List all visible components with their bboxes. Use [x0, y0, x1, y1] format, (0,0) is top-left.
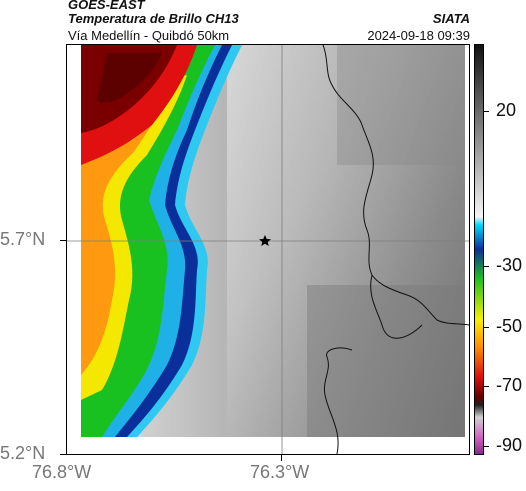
satellite-name: GOES-EAST	[68, 0, 145, 12]
lon-label-76-3: 76.3°W	[250, 462, 310, 482]
route-subtitle: Vía Medellín - Quibdó 50km	[68, 28, 230, 43]
lat-label-5-2: 5.2°N	[0, 443, 46, 463]
brand-label: SIATA	[432, 11, 470, 26]
star-icon	[259, 235, 271, 246]
colorbar-label-minus70: -70	[496, 375, 523, 395]
lat-label-5-7: 5.7°N	[0, 229, 46, 249]
colorbar	[474, 44, 484, 455]
lon-label-76-8: 76.8°W	[32, 462, 92, 482]
colorbar-label-minus30: -30	[496, 255, 523, 275]
colorbar-label-20: 20	[496, 100, 517, 120]
timestamp: 2024-09-18 09:39	[367, 28, 470, 43]
satellite-map[interactable]	[66, 44, 470, 455]
product-title: Temperatura de Brillo CH13	[68, 11, 239, 26]
map-image	[67, 45, 469, 454]
colorbar-label-minus50: -50	[496, 316, 523, 336]
colorbar-label-minus90: -90	[496, 435, 523, 455]
